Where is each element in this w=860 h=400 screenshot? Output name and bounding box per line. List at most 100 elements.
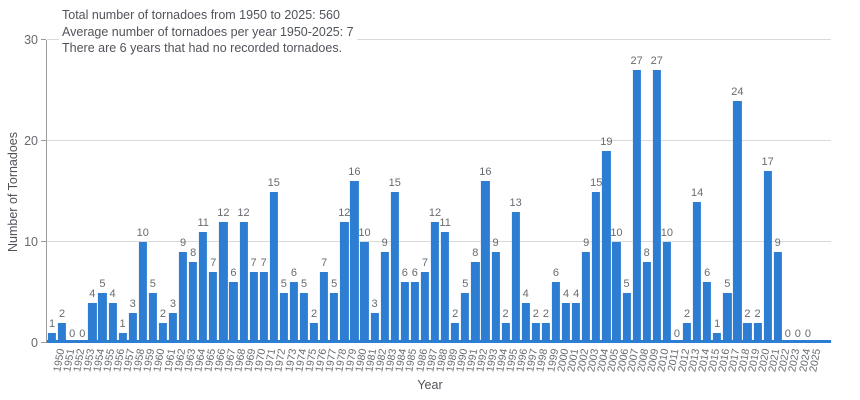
bar-1973[interactable] <box>279 292 288 343</box>
bar-1979[interactable] <box>340 221 349 343</box>
bar-slot-1997: 4 1997 <box>521 40 541 373</box>
bar-1972[interactable] <box>269 191 278 343</box>
bar-2000[interactable] <box>551 282 561 343</box>
bar-2011[interactable] <box>662 242 671 343</box>
bar-1994[interactable] <box>491 252 500 343</box>
bar-1957[interactable] <box>118 332 127 343</box>
y-axis-title-wrap: Number of Tornadoes <box>0 40 26 343</box>
bar-1995[interactable] <box>501 322 510 343</box>
bar-1981[interactable] <box>360 242 369 343</box>
bar-2015[interactable] <box>703 282 712 343</box>
bar-1956[interactable] <box>108 302 117 343</box>
bar-1974[interactable] <box>289 282 299 343</box>
bar-slot-1999: 2 1999 <box>541 40 561 373</box>
bar-1967[interactable] <box>219 221 228 343</box>
y-axis-line <box>46 40 47 343</box>
bar-2009[interactable] <box>642 262 651 343</box>
bar-slot-1990: 2 1990 <box>450 40 470 373</box>
y-tick-label-10: 10 <box>24 235 38 249</box>
bar-1992[interactable] <box>471 262 480 343</box>
bar-2017[interactable] <box>723 292 732 343</box>
bar-1975[interactable] <box>299 292 309 343</box>
bar-1970[interactable] <box>249 272 258 343</box>
bar-1976[interactable] <box>309 322 319 343</box>
bar-1962[interactable] <box>168 312 178 343</box>
bar-1963[interactable] <box>178 252 188 343</box>
bar-1961[interactable] <box>158 322 167 343</box>
bar-value-label-2007: 5 <box>623 277 630 290</box>
bar-slot-1962: 3 1962 <box>168 40 188 373</box>
bar-1964[interactable] <box>189 262 198 343</box>
bar-2008[interactable] <box>632 70 641 343</box>
bar-2020[interactable] <box>753 322 762 343</box>
bar-1977[interactable] <box>320 272 329 343</box>
bar-2018[interactable] <box>733 100 742 343</box>
bar-1978[interactable] <box>330 292 339 343</box>
bar-1965[interactable] <box>199 231 208 343</box>
bar-2021[interactable] <box>763 171 772 343</box>
bar-value-label-1952: 0 <box>69 328 76 340</box>
bar-2001[interactable] <box>561 302 571 343</box>
bar-1983[interactable] <box>380 252 389 343</box>
bars: 1 1950 2 1951 0 1952 0 1953 4 1954 5 1955 4 1956 1 1957… <box>47 40 823 373</box>
bar-1997[interactable] <box>521 302 530 343</box>
bar-slot-2025: 0 2025 <box>803 40 823 373</box>
bar-1980[interactable] <box>350 181 359 343</box>
bar-value-label-2006: 10 <box>610 227 623 239</box>
bar-1988[interactable] <box>430 221 440 343</box>
bar-slot-1950: 1 1950 <box>47 40 67 373</box>
bar-2004[interactable] <box>592 191 601 343</box>
bar-1966[interactable] <box>209 272 218 343</box>
bar-slot-1969: 12 1969 <box>237 40 258 373</box>
bar-slot-2018: 24 2018 <box>731 40 752 373</box>
bar-value-label-2019: 2 <box>744 307 751 320</box>
bar-slot-1976: 2 1976 <box>309 40 329 373</box>
bar-2003[interactable] <box>582 252 591 343</box>
bar-1990[interactable] <box>451 322 460 343</box>
bar-1996[interactable] <box>511 211 520 343</box>
bar-1969[interactable] <box>239 221 248 343</box>
bar-slot-2004: 15 2004 <box>590 40 611 373</box>
bar-1951[interactable] <box>58 322 67 343</box>
bar-1998[interactable] <box>531 322 540 343</box>
bar-1999[interactable] <box>541 322 550 343</box>
bar-1984[interactable] <box>390 191 399 343</box>
bar-2006[interactable] <box>612 242 621 343</box>
bar-2014[interactable] <box>692 201 702 343</box>
bar-1958[interactable] <box>128 312 137 343</box>
annotation-line-average: Average number of tornadoes per year 195… <box>62 24 354 39</box>
bar-value-label-1971: 7 <box>260 257 267 270</box>
bar-slot-2007: 5 2007 <box>622 40 641 373</box>
bar-2022[interactable] <box>773 252 782 343</box>
bar-1991[interactable] <box>461 292 470 343</box>
bar-1959[interactable] <box>138 242 147 343</box>
bar-slot-1975: 5 1975 <box>299 40 319 373</box>
bar-value-label-1974: 6 <box>290 267 297 280</box>
bar-1955[interactable] <box>98 292 107 343</box>
bar-1987[interactable] <box>420 272 430 343</box>
bar-value-label-1969: 12 <box>237 206 250 219</box>
bar-1989[interactable] <box>441 231 450 343</box>
bar-1960[interactable] <box>148 292 157 343</box>
bar-2002[interactable] <box>572 302 581 343</box>
bar-1950[interactable] <box>47 332 57 343</box>
bar-2019[interactable] <box>743 322 752 343</box>
bar-1971[interactable] <box>259 272 268 343</box>
bar-2010[interactable] <box>652 70 661 343</box>
bar-value-label-1954: 4 <box>89 287 96 300</box>
bar-value-label-1976: 2 <box>311 307 318 320</box>
bar-1968[interactable] <box>229 282 238 343</box>
bar-1985[interactable] <box>400 282 409 343</box>
bar-2016[interactable] <box>713 332 722 343</box>
bar-slot-2012: 0 2012 <box>672 40 692 373</box>
bar-value-label-1970: 7 <box>250 257 257 270</box>
bar-2013[interactable] <box>682 322 692 343</box>
bar-2005[interactable] <box>602 151 611 343</box>
bar-1954[interactable] <box>88 302 97 343</box>
bar-1993[interactable] <box>481 181 490 343</box>
bar-value-label-1992: 8 <box>472 247 479 260</box>
bar-1982[interactable] <box>370 312 379 343</box>
bar-1986[interactable] <box>410 282 419 343</box>
bar-2007[interactable] <box>622 292 631 343</box>
